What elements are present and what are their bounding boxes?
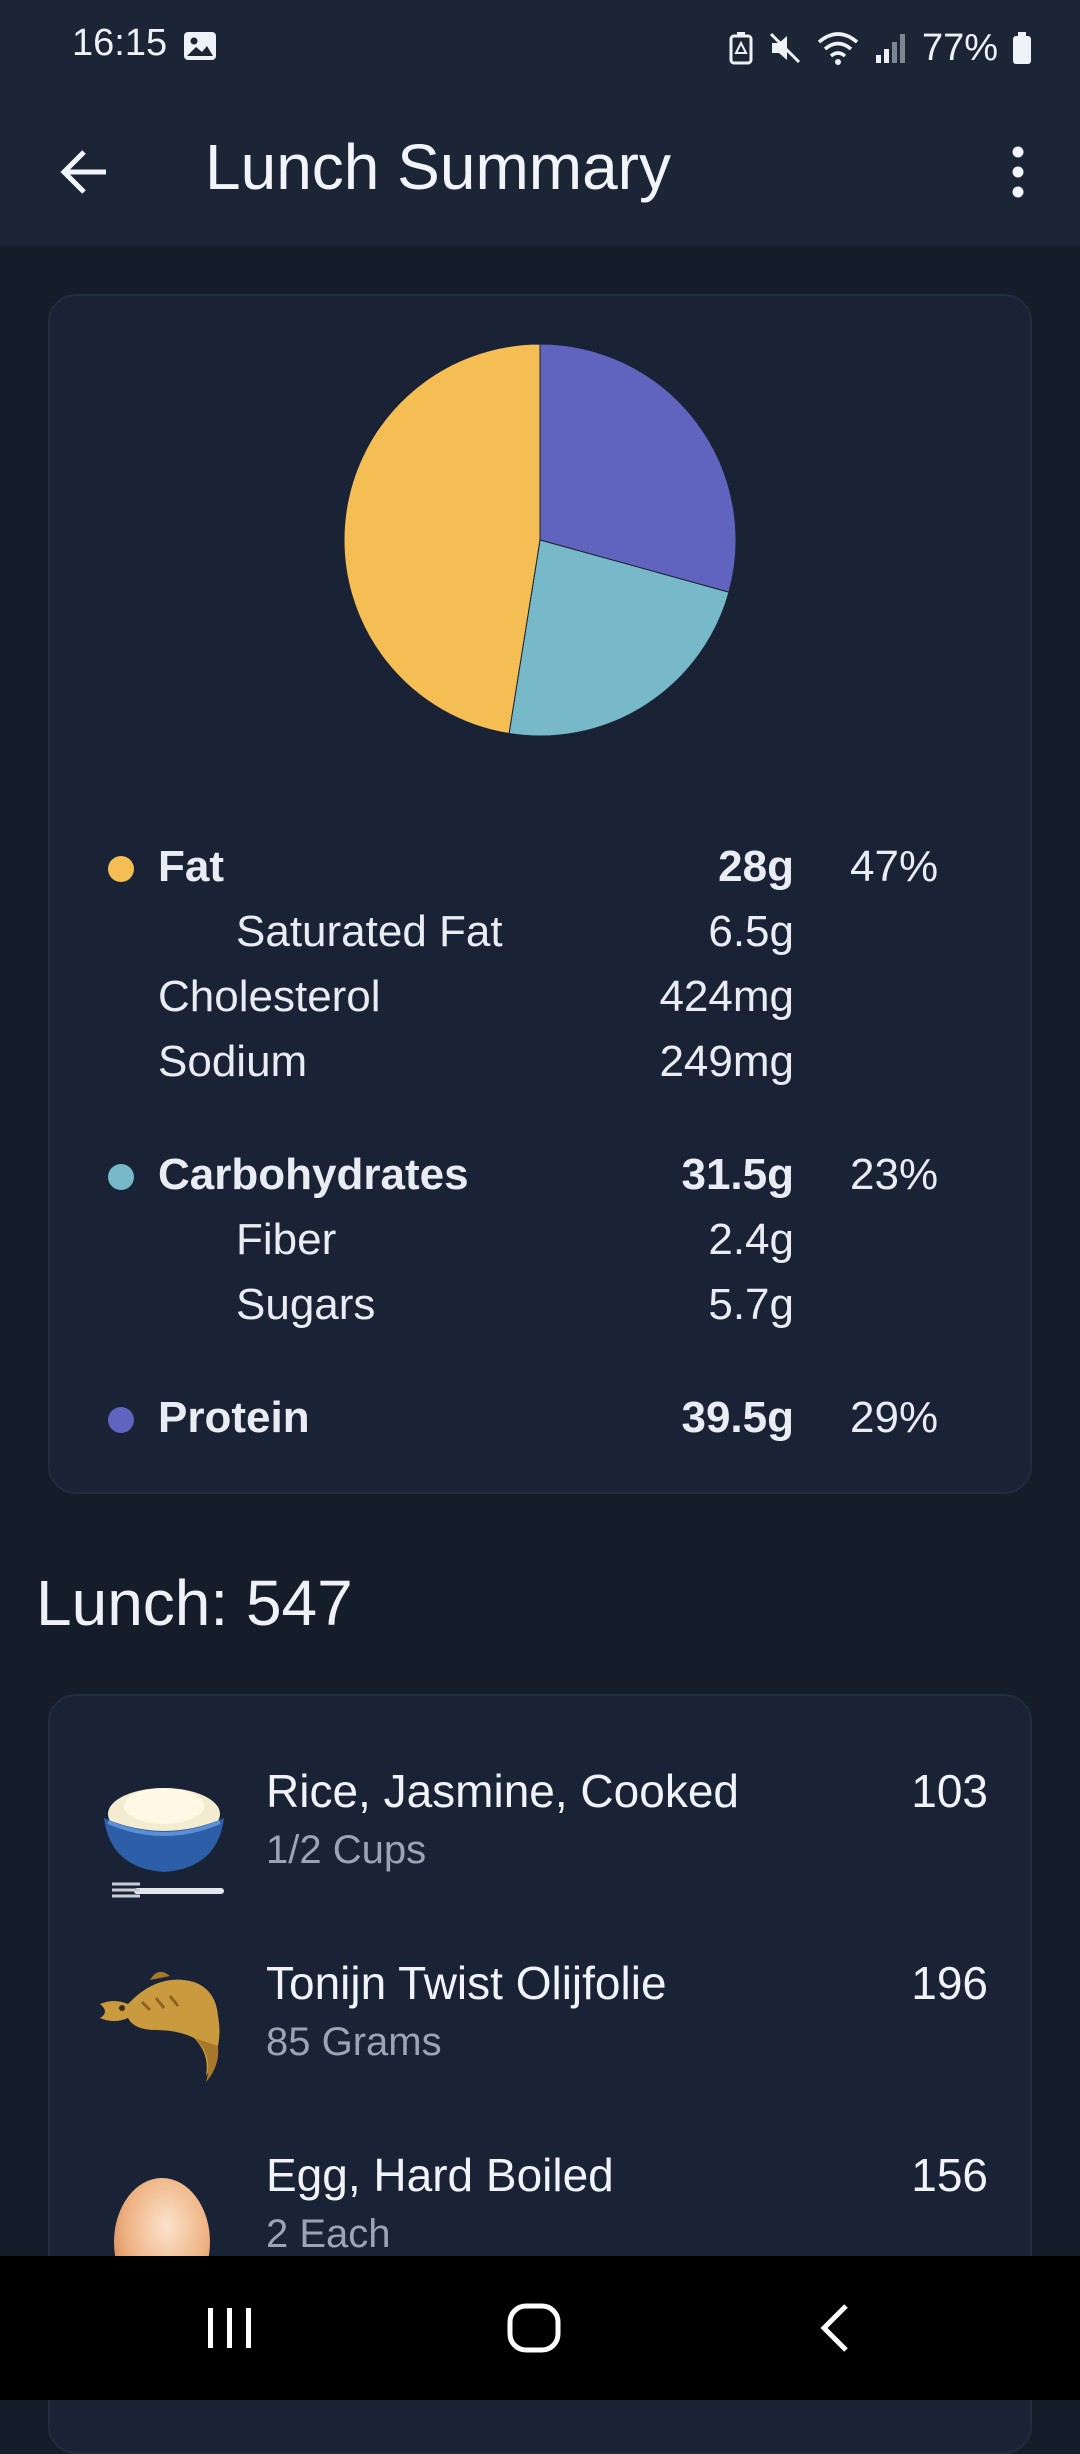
food-item[interactable]: Egg, Hard Boiled 2 Each 156 [50,2140,1034,2310]
fish-icon [100,1971,220,2082]
rice-bowl-icon [104,1788,224,1898]
food-calories: 103 [911,1765,988,1817]
app-bar: Lunch Summary [0,96,1080,246]
saturated-fat-row: Saturated Fat 6.5g [50,901,1034,961]
food-name: Tonijn Twist Olijfolie [266,1957,667,2009]
food-name: Egg, Hard Boiled [266,2149,614,2201]
recent-apps-icon [208,2308,251,2348]
carbohydrates-amount: 31.5g [681,1150,794,1199]
status-bar: 16:15 77% [0,0,1080,96]
food-portion: 85 Grams [266,2020,442,2064]
image-icon [184,32,216,60]
detail-label: Cholesterol [158,972,381,1021]
protein-legend-dot [108,1407,134,1433]
signal-icon [875,34,905,63]
food-item[interactable]: Rice, Jasmine, Cooked 1/2 Cups 103 [50,1756,1034,1926]
detail-label: Saturated Fat [236,907,503,956]
status-time: 16:15 [72,22,168,64]
mute-icon [769,32,800,64]
detail-amount: 6.5g [708,907,794,956]
more-vert-icon [1012,146,1024,198]
arrow-left-icon [60,150,106,194]
recent-apps-button[interactable] [180,2288,280,2368]
back-button[interactable] [44,132,124,212]
food-name: Rice, Jasmine, Cooked [266,1765,739,1817]
home-icon [507,2303,561,2353]
carbohydrates-legend-dot [108,1164,134,1190]
food-calories: 156 [911,2149,988,2201]
carbohydrates-percent: 23% [850,1150,939,1199]
sugars-row: Sugars 5.7g [50,1274,1034,1334]
back-icon [820,2304,848,2352]
detail-amount: 424mg [659,972,794,1021]
status-icons: 77% [728,20,1032,76]
food-portion: 2 Each [266,2212,391,2256]
lunch-calories-heading: Lunch: 547 [36,1567,353,1639]
food-portion: 1/2 Cups [266,1828,427,1872]
battery-percent: 77% [921,26,998,69]
detail-amount: 2.4g [708,1215,794,1264]
protein-percent: 29% [850,1393,939,1442]
carbohydrates-label: Carbohydrates [158,1150,469,1199]
wifi-icon [817,32,859,65]
more-options-button[interactable] [978,132,1058,212]
pie-slice-protein [539,343,737,593]
macro-pie-chart [343,343,737,737]
food-item[interactable]: Tonijn Twist Olijfolie 85 Grams 196 [50,1948,1034,2118]
fiber-row: Fiber 2.4g [50,1209,1034,1269]
battery-icon [1013,32,1031,64]
pie-slice-fat [343,343,541,735]
detail-label: Fiber [236,1215,337,1264]
protein-row: Protein 39.5g 29% [50,1387,1034,1447]
detail-amount: 249mg [659,1037,794,1086]
fat-amount: 28g [718,842,794,891]
system-back-button[interactable] [786,2288,886,2368]
home-button[interactable] [484,2288,584,2368]
fat-legend-dot [108,856,134,882]
system-nav-bar [0,2256,1080,2400]
detail-amount: 5.7g [708,1280,794,1329]
battery-saver-icon [729,32,753,65]
protein-label: Protein [158,1393,310,1442]
page-title: Lunch Summary [205,131,671,203]
fat-label: Fat [158,842,224,891]
detail-label: Sodium [158,1037,308,1086]
carbohydrates-row: Carbohydrates 31.5g 23% [50,1144,1034,1204]
detail-label: Sugars [236,1280,376,1329]
protein-amount: 39.5g [681,1393,794,1442]
cholesterol-row: Cholesterol 424mg [50,966,1034,1026]
pie-slice-carbohydrates [508,539,730,737]
food-calories: 196 [911,1957,988,2009]
sodium-row: Sodium 249mg [50,1031,1034,1091]
macro-summary-card: Fat 28g 47% Saturated Fat 6.5g Cholester… [48,294,1032,1494]
fat-row: Fat 28g 47% [50,836,1034,896]
fat-percent: 47% [850,842,939,891]
